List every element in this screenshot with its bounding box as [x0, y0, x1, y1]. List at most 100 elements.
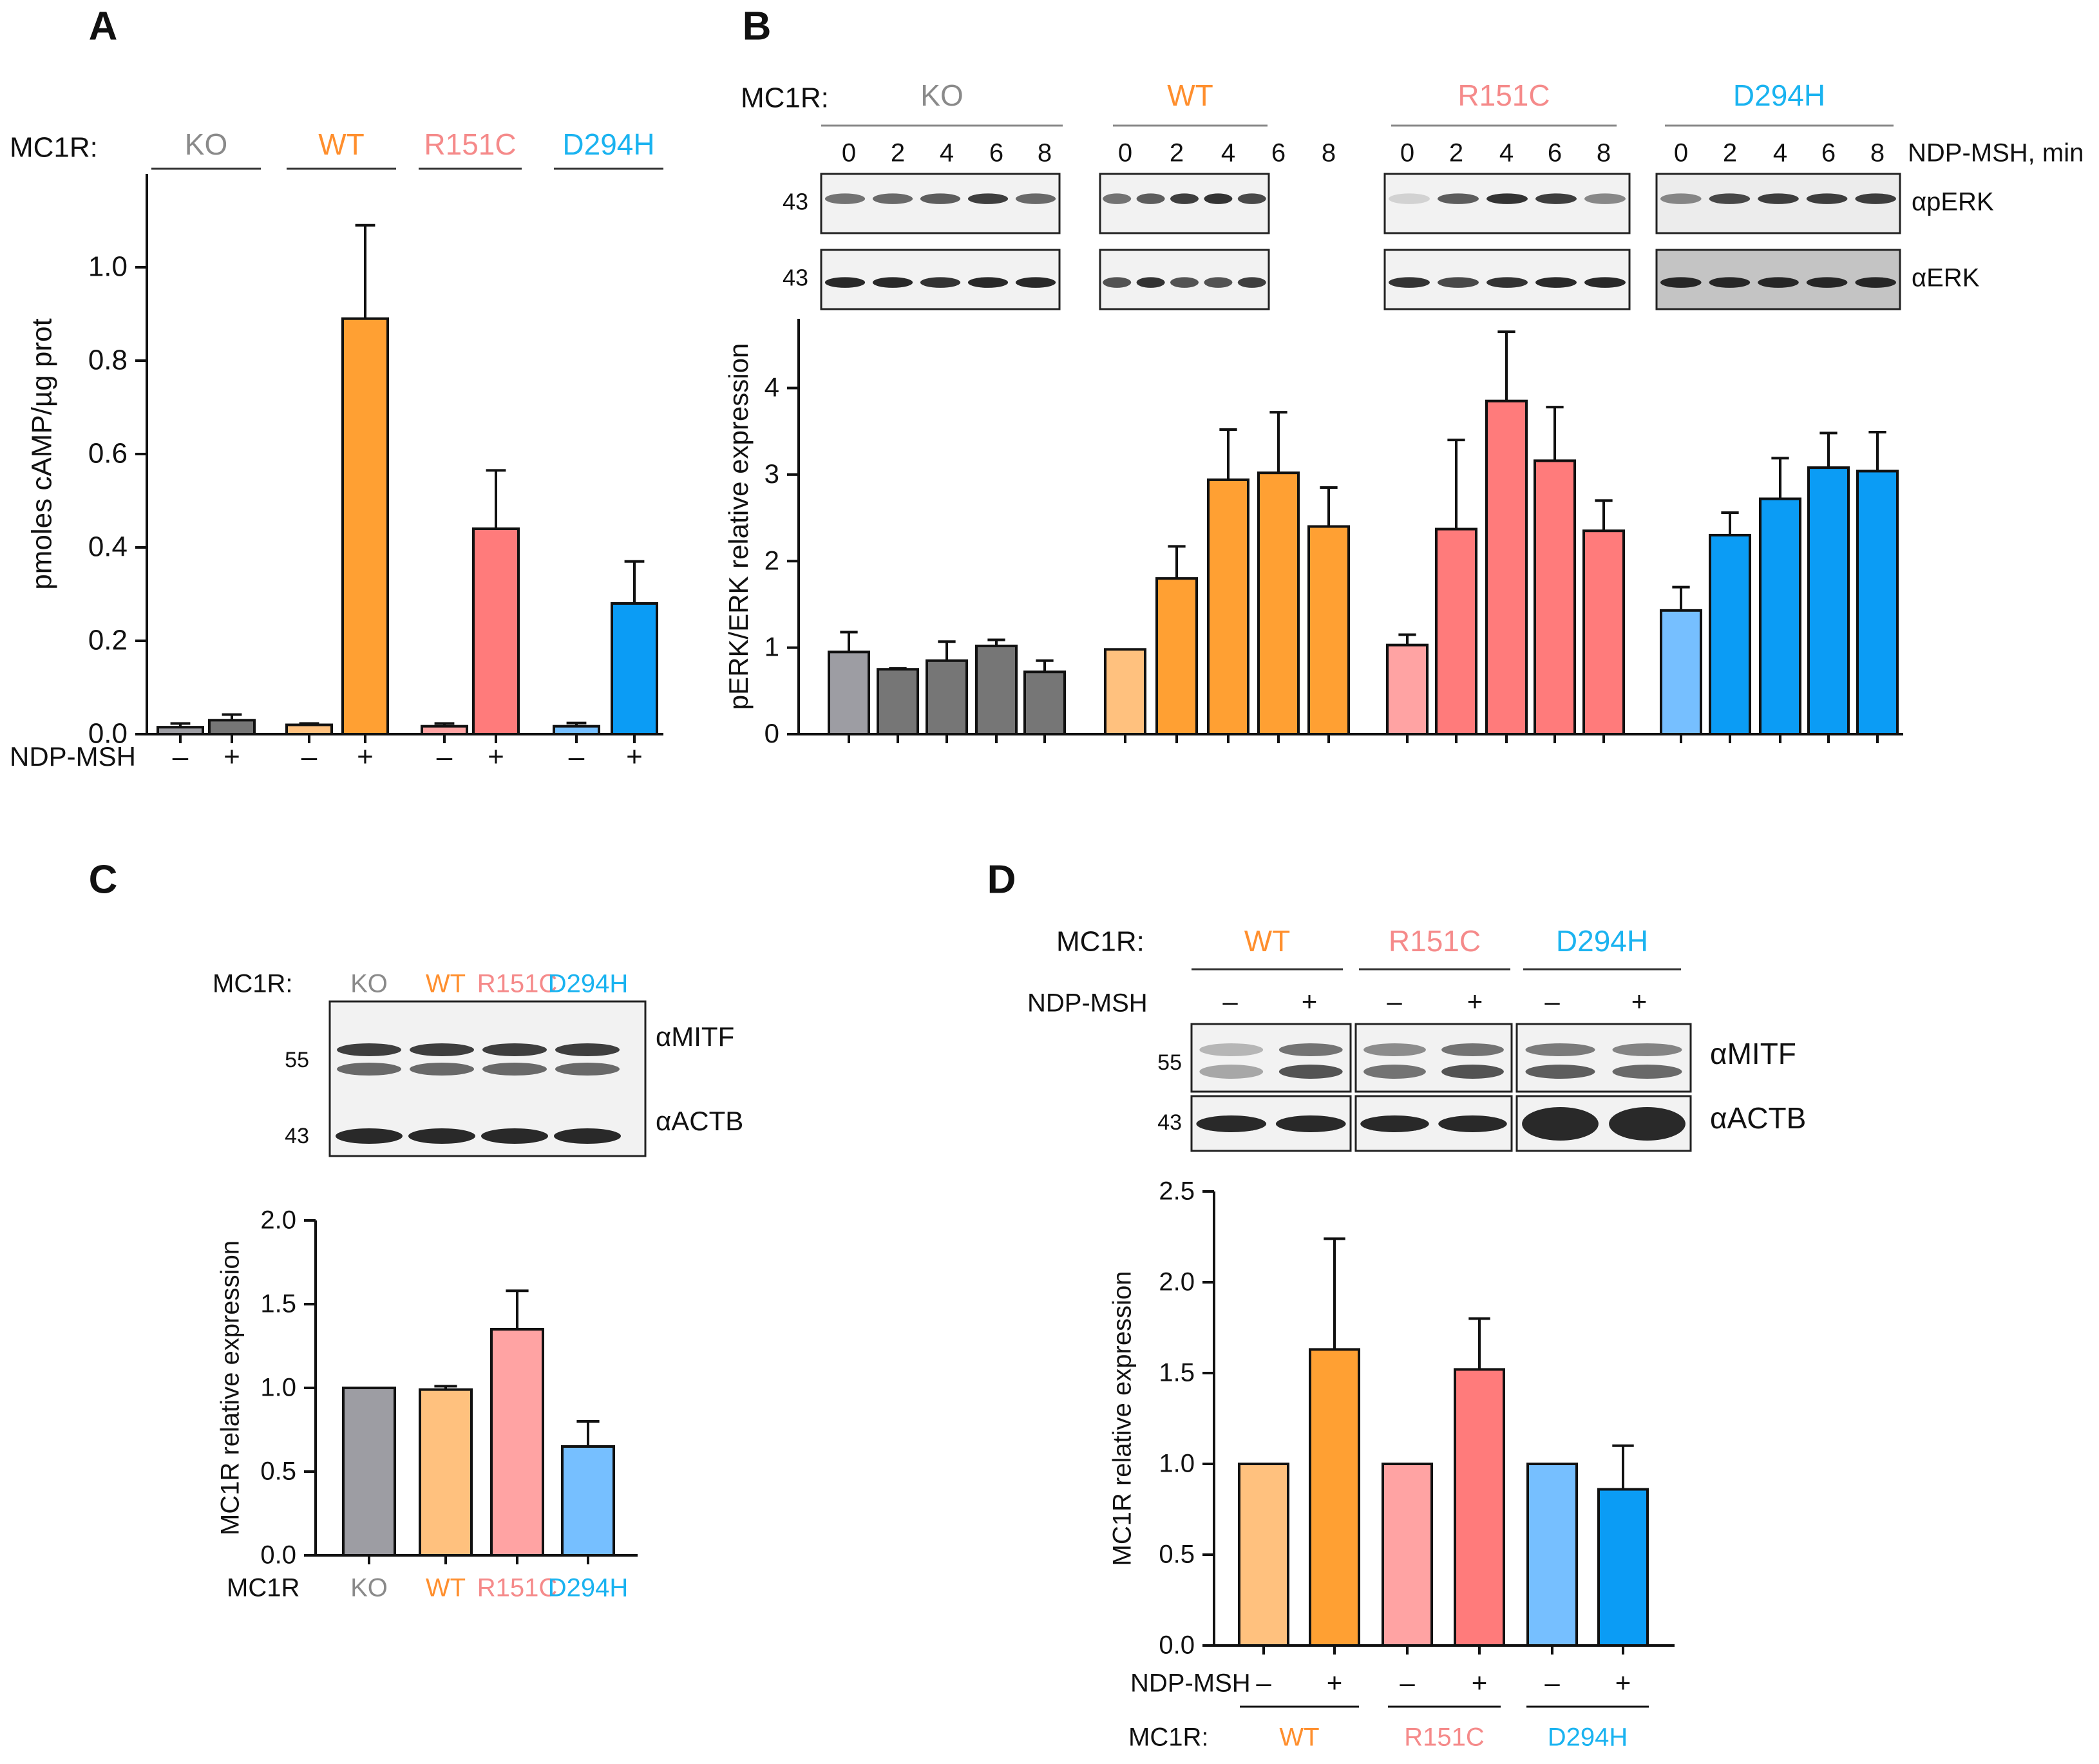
time-label: 2 [891, 139, 905, 167]
y-axis-label: MC1R relative expression [1108, 1271, 1137, 1566]
blot-pERK-D294H-band [1806, 193, 1848, 204]
blot-ERK-D294H-band [1758, 277, 1799, 288]
time-label: 8 [1038, 139, 1052, 167]
treatment-sign: – [1544, 1667, 1560, 1698]
panel-letter-C: C [89, 857, 118, 902]
band-MITF-lower [1199, 1065, 1264, 1079]
blot-pERK-D294H-band [1758, 193, 1799, 204]
time-label: 4 [1773, 139, 1787, 167]
band-MITF-upper [1612, 1043, 1682, 1056]
group-label-D294H: D294H [1556, 924, 1648, 958]
blot-ERK-R151C-band [1535, 277, 1577, 288]
bar-R151C-minus [1382, 1463, 1433, 1647]
bar-D294H-t2 [1709, 533, 1751, 735]
bar-KO-t2 [877, 668, 919, 735]
treatment-sign: + [1472, 1667, 1488, 1698]
y-tick-label: 0 [765, 718, 779, 748]
band-MITF-lower [1612, 1065, 1682, 1079]
band-ACTB [1275, 1115, 1346, 1132]
y-tick-label: 1.5 [260, 1290, 296, 1318]
blot-ERK-KO-band [872, 277, 913, 288]
bar-D294H-t6 [1807, 466, 1850, 735]
antibody-label: αMITF [656, 1021, 734, 1052]
blot-pERK-R151C-band [1584, 193, 1626, 204]
blot-pERK-KO-band [824, 193, 866, 204]
blot-ERK-KO-band [920, 277, 961, 288]
blot-ERK-D294H-band [1660, 277, 1702, 288]
treatment-sign: + [488, 741, 504, 773]
bar-R151C [490, 1328, 544, 1557]
time-label: 8 [1597, 139, 1611, 167]
y-tick-label: 0.5 [1159, 1541, 1195, 1569]
blot-ERK-D294H-band [1806, 277, 1848, 288]
blot-MITF-D294H [1515, 1023, 1692, 1093]
bar-R151C-plus [472, 527, 520, 735]
blot-pERK-WT-band [1136, 193, 1165, 204]
blot-ERK-D294H-band [1855, 277, 1896, 288]
blot-ERK-R151C-band [1584, 277, 1626, 288]
y-axis-label: MC1R relative expression [216, 1240, 245, 1535]
bar-WT [419, 1388, 473, 1557]
group-label-D294H: D294H [562, 128, 654, 161]
band-ACTB [1196, 1115, 1267, 1132]
antibody-label: αMITF [1710, 1037, 1796, 1070]
y-tick-label: 0.0 [1159, 1631, 1195, 1660]
y-tick-label: 3 [765, 459, 779, 489]
band-MITF-lower [1525, 1065, 1595, 1079]
y-tick-label: 1 [765, 632, 779, 662]
treatment-sign: – [569, 741, 585, 773]
treatment-sign: + [357, 741, 374, 773]
band-MITF-lower [1278, 1065, 1343, 1079]
bar-R151C-t6 [1534, 459, 1576, 735]
bar-R151C-t8 [1582, 529, 1625, 735]
bar-D294H [561, 1445, 615, 1557]
blot-ERK-R151C-band [1486, 277, 1528, 288]
blot-pERK-D294H-band [1855, 193, 1896, 204]
x-group-label-R151C: R151C [1404, 1723, 1485, 1752]
mc1r-label: MC1R: [1056, 926, 1144, 958]
bar-R151C-t0 [1386, 643, 1429, 735]
treatment-sign: + [1615, 1667, 1631, 1698]
group-label-R151C: R151C [1389, 924, 1481, 958]
x-category-D294H: D294H [548, 1574, 629, 1602]
blot-ERK-KO-band [1015, 277, 1056, 288]
treatment-sign: – [301, 741, 318, 773]
blot-ERK-WT-band [1170, 277, 1199, 288]
band-MITF-upper [1199, 1043, 1264, 1056]
band-MITF-lower [555, 1063, 620, 1076]
bar-D294H-minus [1526, 1463, 1578, 1647]
treatment-sign: + [626, 741, 643, 773]
x-category-WT: WT [426, 1574, 466, 1602]
band-ACTB [336, 1128, 403, 1144]
band-ACTB [1438, 1115, 1507, 1132]
blot-ERK-WT-band [1204, 277, 1233, 288]
bar-KO-t6 [975, 644, 1018, 735]
treatment-sign: + [1327, 1667, 1343, 1698]
y-tick-label: 2 [765, 545, 779, 575]
blot-pERK-WT-band [1204, 193, 1233, 204]
y-axis-label: pERK/ERK relative expression [723, 343, 754, 710]
blot-ERK-KO-band [824, 277, 866, 288]
time-label: 4 [940, 139, 954, 167]
band-MITF-upper [1363, 1043, 1426, 1056]
bar-KO [342, 1387, 396, 1557]
y-tick-label: 1.5 [1159, 1359, 1195, 1387]
y-tick-label: 1.0 [1159, 1450, 1195, 1478]
y-tick-label: 1.0 [260, 1374, 296, 1402]
time-axis-label: NDP-MSH, min [1908, 139, 2084, 167]
x-group-label-D294H: D294H [1548, 1723, 1628, 1752]
bar-R151C-t4 [1485, 399, 1528, 735]
blot-lane-label-WT: WT [426, 970, 466, 998]
bar-KO-plus [208, 719, 256, 735]
blot-ERK-R151C-band [1389, 277, 1430, 288]
bar-WT-minus [285, 723, 333, 735]
mw-marker: 55 [285, 1048, 309, 1072]
antibody-label: αERK [1912, 264, 1980, 292]
treatment-label: NDP-MSH [1027, 989, 1148, 1018]
mw-marker: 43 [783, 189, 808, 215]
time-label: 6 [1821, 139, 1836, 167]
band-ACTB [481, 1128, 548, 1144]
y-tick-label: 0.8 [88, 345, 128, 376]
treatment-sign: – [1387, 986, 1402, 1016]
